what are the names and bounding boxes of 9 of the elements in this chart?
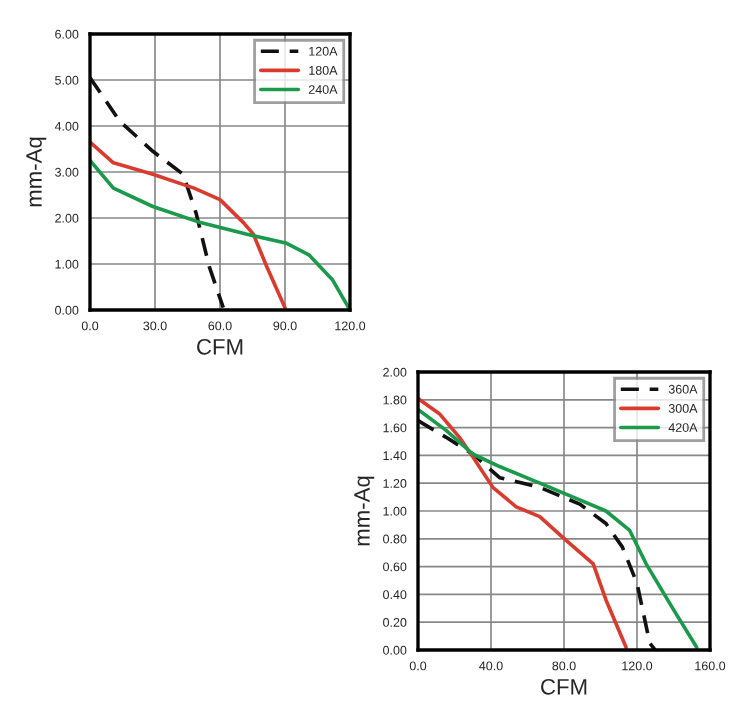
line-series: [90, 75, 226, 310]
x-axis-title: CFM: [541, 678, 587, 695]
y-axis-title: mm-Aq: [26, 137, 47, 207]
x-axis-title: CFM: [197, 338, 243, 355]
line-series: [418, 407, 699, 650]
line-series: [418, 418, 658, 650]
line-series: [90, 140, 287, 310]
y-axis-title: mm-Aq: [354, 476, 375, 546]
line-series: [418, 396, 628, 650]
